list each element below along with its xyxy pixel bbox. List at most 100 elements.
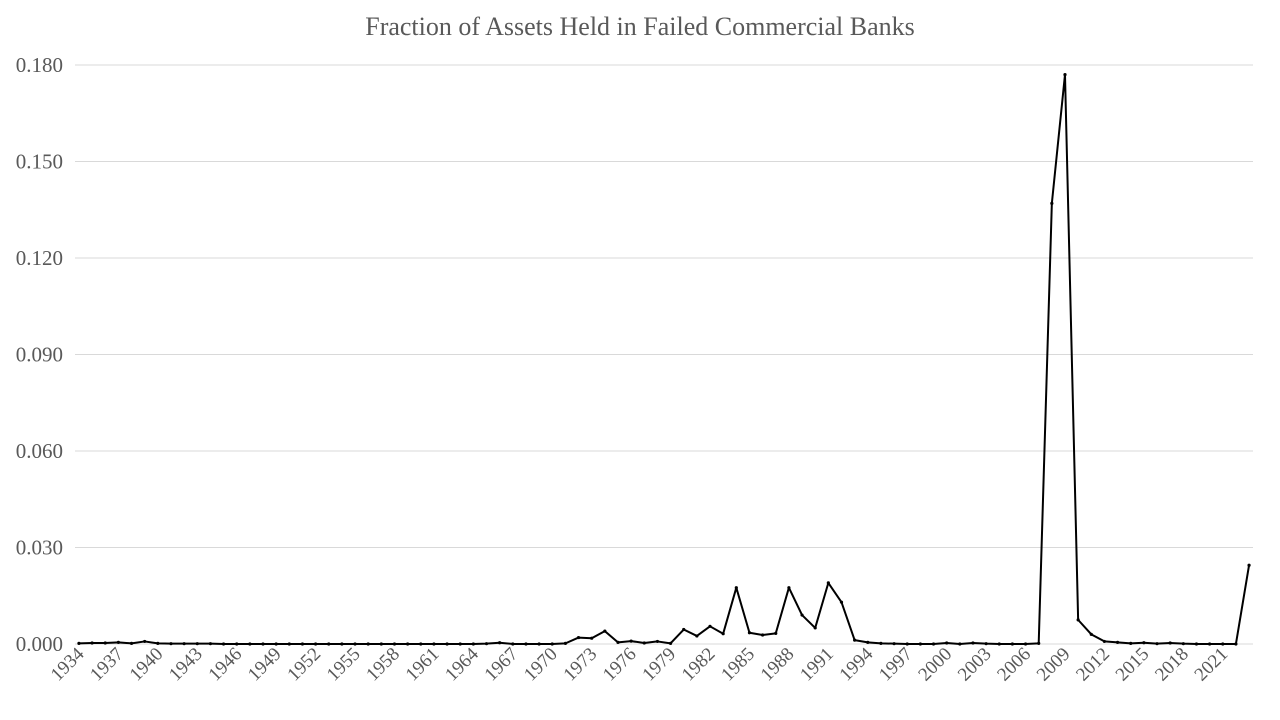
data-point	[590, 636, 594, 640]
data-point	[77, 641, 81, 645]
data-point	[563, 641, 567, 645]
data-point	[471, 642, 475, 646]
x-tick-label: 2012	[1072, 644, 1114, 686]
data-point	[1010, 642, 1015, 646]
data-point	[511, 642, 515, 646]
data-point	[1247, 563, 1251, 567]
data-point	[616, 640, 620, 644]
data-point	[826, 581, 830, 585]
data-point	[287, 642, 291, 646]
data-point	[945, 641, 949, 645]
data-point	[248, 642, 252, 646]
data-point	[445, 642, 449, 646]
data-point	[432, 642, 436, 646]
data-point	[629, 639, 633, 643]
x-tick-label: 1985	[717, 644, 759, 686]
x-tick-label: 2009	[1033, 644, 1075, 686]
x-tick-label: 1979	[638, 644, 680, 686]
x-tick-label: 1955	[323, 644, 365, 686]
x-tick-label: 1943	[165, 644, 207, 686]
x-tick-label: 2015	[1112, 644, 1154, 686]
data-point	[668, 641, 673, 645]
x-tick-label: 1958	[362, 644, 404, 686]
x-tick-label: 1973	[560, 644, 602, 686]
data-point	[1089, 632, 1093, 636]
data-point	[747, 631, 752, 635]
x-tick-label: 1982	[678, 644, 720, 686]
data-point	[695, 634, 699, 638]
data-point	[261, 642, 265, 646]
data-point	[353, 642, 357, 646]
data-point	[905, 642, 909, 646]
data-point	[761, 633, 765, 637]
y-axis-tick-labels: 0.000 0.030 0.060 0.090 0.120 0.150 0.180	[16, 53, 63, 656]
data-point	[103, 641, 107, 645]
x-tick-label: 2000	[914, 644, 956, 686]
x-tick-label: 1961	[402, 644, 444, 686]
data-point	[1023, 642, 1028, 646]
data-point	[997, 642, 1001, 646]
data-point	[550, 642, 554, 646]
x-tick-label: 1952	[283, 644, 325, 686]
data-point	[300, 642, 305, 646]
x-tick-label: 2003	[954, 644, 996, 686]
data-point	[708, 624, 712, 628]
x-tick-label: 2006	[993, 644, 1035, 686]
x-tick-label: 1976	[599, 644, 641, 686]
data-point	[1221, 642, 1225, 646]
data-point	[406, 642, 410, 646]
y-tick-label: 0.090	[16, 343, 63, 367]
data-point	[195, 642, 199, 646]
data-point	[143, 639, 147, 644]
data-point	[734, 586, 738, 590]
data-point	[1102, 639, 1107, 644]
x-tick-label: 1946	[205, 644, 247, 686]
data-point	[379, 642, 383, 646]
x-tick-label: 1940	[126, 644, 168, 686]
y-tick-label: 0.000	[16, 632, 63, 656]
series	[77, 73, 1251, 646]
data-point	[340, 642, 344, 646]
data-point	[1208, 642, 1212, 646]
data-point	[129, 641, 134, 645]
data-point	[235, 642, 239, 646]
chart-title: Fraction of Assets Held in Failed Commer…	[365, 12, 915, 41]
data-point	[1181, 642, 1185, 646]
data-point	[984, 642, 988, 646]
data-point	[813, 626, 817, 630]
data-point	[576, 635, 581, 640]
x-tick-label: 1937	[86, 644, 128, 686]
x-tick-label: 1949	[244, 644, 286, 686]
x-tick-label: 2018	[1151, 644, 1193, 686]
x-tick-label: 1988	[757, 644, 799, 686]
series-line	[78, 73, 1251, 645]
data-point	[419, 642, 423, 646]
x-tick-label: 1997	[875, 644, 917, 686]
data-point	[392, 642, 397, 646]
data-point	[1050, 201, 1054, 205]
data-point	[931, 642, 936, 646]
x-tick-label: 1964	[441, 643, 483, 685]
x-tick-label: 2021	[1191, 644, 1233, 686]
data-point	[498, 641, 502, 645]
data-point	[1194, 642, 1199, 646]
data-point	[1037, 641, 1041, 645]
data-point	[1063, 73, 1067, 77]
x-axis-tick-labels: 1934193719401943194619491952195519581961…	[47, 643, 1233, 685]
data-point	[1155, 642, 1159, 646]
data-point	[169, 642, 173, 646]
data-point	[182, 642, 186, 646]
y-tick-label: 0.120	[16, 246, 63, 270]
data-point	[156, 641, 160, 645]
data-point	[787, 586, 791, 590]
data-point	[208, 642, 213, 646]
data-point	[274, 642, 278, 646]
data-point	[116, 640, 120, 644]
x-tick-label: 1967	[481, 644, 523, 686]
data-point	[1234, 642, 1238, 646]
data-point	[655, 639, 660, 644]
data-point	[484, 642, 489, 646]
data-point	[1168, 641, 1172, 645]
data-point	[866, 640, 870, 644]
